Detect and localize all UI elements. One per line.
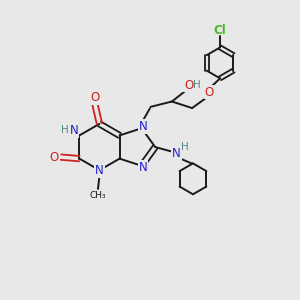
Text: O: O — [204, 85, 213, 98]
Text: O: O — [50, 151, 59, 164]
Text: N: N — [139, 120, 148, 133]
Text: H: H — [61, 125, 69, 135]
Text: O: O — [90, 92, 100, 104]
Text: H: H — [181, 142, 189, 152]
Text: O: O — [184, 79, 193, 92]
Text: CH₃: CH₃ — [90, 191, 106, 200]
Text: N: N — [70, 124, 78, 136]
Text: N: N — [172, 147, 181, 160]
Text: N: N — [139, 161, 148, 174]
Text: Cl: Cl — [214, 24, 226, 37]
Text: N: N — [95, 164, 104, 177]
Text: H: H — [193, 80, 201, 90]
